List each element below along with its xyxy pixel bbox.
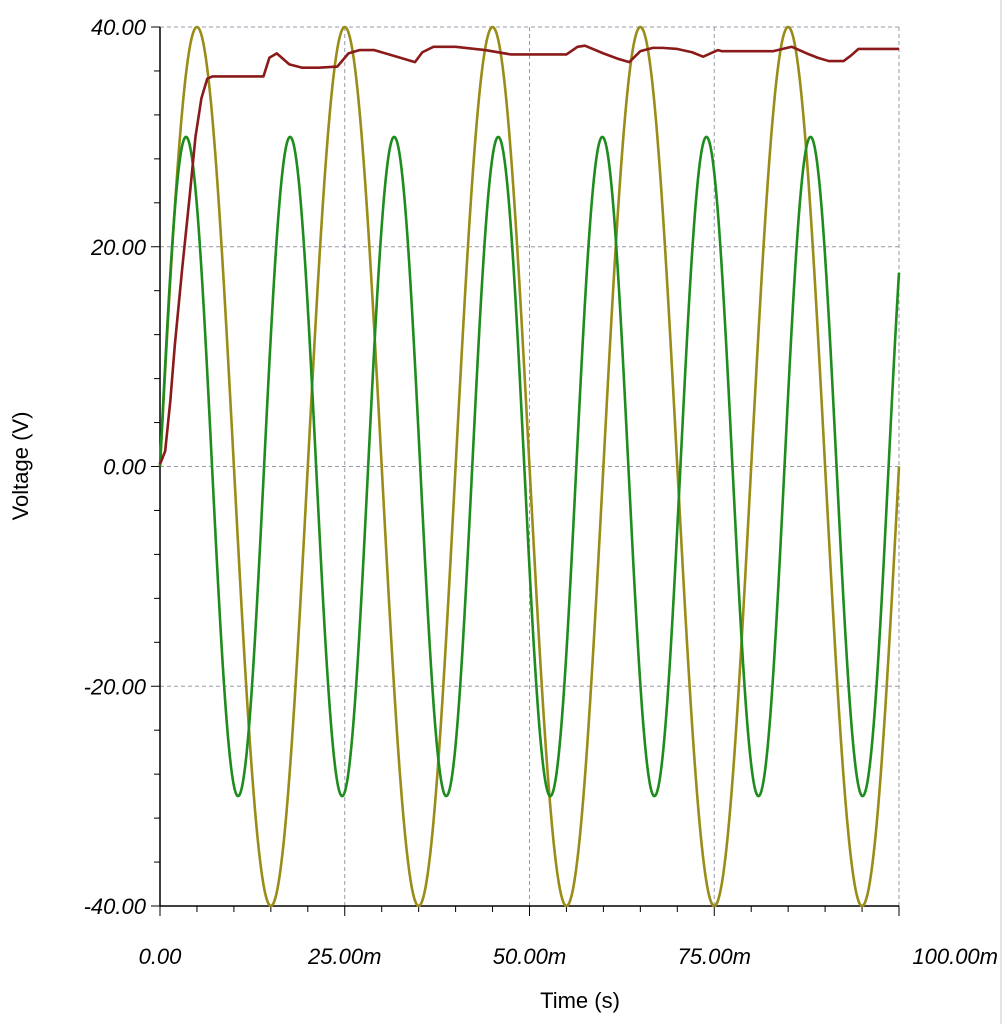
plot-area: [158, 25, 901, 908]
y-tick-label-3: -20.00: [84, 674, 147, 699]
series-line-2: [158, 44, 899, 465]
y-tick-label-1: 20.00: [90, 235, 147, 260]
x-tick-label-3: 75.00m: [678, 944, 751, 969]
y-axis-title: Voltage (V): [8, 412, 33, 521]
y-tick-label-0: 40.00: [91, 15, 147, 40]
series-line-1: [158, 135, 901, 798]
x-tick-label-1: 25.00m: [307, 944, 381, 969]
x-tick-label-4: 100.00m: [912, 944, 998, 969]
series-line-0: [158, 25, 901, 908]
x-axis-title: Time (s): [540, 988, 620, 1013]
y-tick-label-2: 0.00: [103, 455, 147, 480]
y-tick-label-4: -40.00: [84, 894, 147, 919]
tick-labels: 40.00 20.00 0.00 -20.00 -40.00 0.00 25.00m 50.0…: [84, 15, 998, 969]
x-tick-label-0: 0.00: [139, 944, 183, 969]
x-tick-label-2: 50.00m: [493, 944, 566, 969]
